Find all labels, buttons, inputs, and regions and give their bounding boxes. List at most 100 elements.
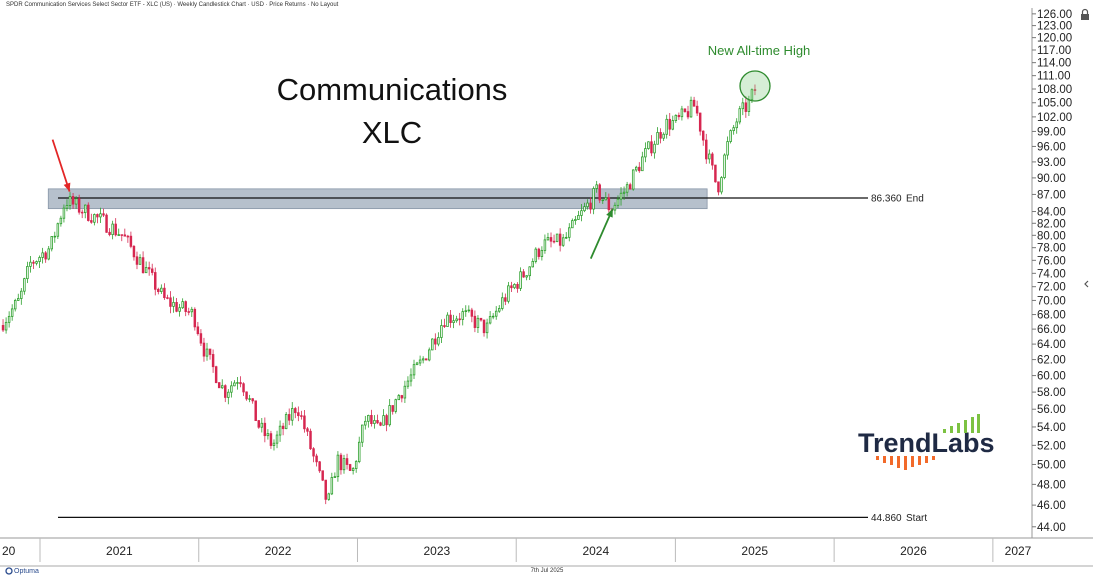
candle-body [528, 266, 531, 277]
hline-name-label: End [906, 194, 924, 205]
candle-body [638, 166, 641, 172]
candle-body [571, 220, 574, 229]
candle-body [498, 308, 501, 312]
candle-body [47, 248, 50, 260]
candle-body [522, 271, 525, 278]
candle-body [1, 325, 5, 331]
candle-body [163, 287, 166, 299]
candle-body [732, 127, 735, 132]
logo-bar [897, 456, 900, 468]
candle-body [607, 197, 611, 211]
candle-body [245, 391, 248, 400]
candle-body [266, 433, 270, 437]
optuma-logo-mark [5, 567, 13, 575]
candle-body [446, 314, 449, 327]
y-tick-label: 48.00 [1037, 479, 1066, 491]
candle-body [135, 256, 139, 265]
logo-bar [911, 456, 914, 467]
candle-body [726, 141, 729, 156]
hline-value-label: 44.860 [871, 513, 902, 524]
candle-body [35, 261, 38, 264]
y-tick-label: 108.00 [1037, 84, 1072, 96]
lock-icon[interactable] [1081, 8, 1089, 21]
logo-bar [918, 456, 921, 465]
candle-body [26, 266, 29, 280]
candle-body [385, 415, 388, 426]
candle-body [711, 153, 714, 166]
candle-body [485, 322, 489, 334]
candle-body [217, 382, 221, 389]
logo-bar [890, 456, 893, 465]
candle-body [172, 302, 175, 307]
candle-body [99, 213, 102, 218]
candle-body [260, 422, 264, 428]
candle-body [68, 196, 72, 206]
candle-body [513, 283, 516, 289]
candle-body [102, 213, 105, 216]
candle-body [193, 308, 197, 328]
logo-bar [971, 417, 974, 433]
candle-body [720, 177, 723, 193]
candle-body [391, 405, 394, 412]
y-tick-label: 80.00 [1037, 230, 1066, 242]
candle-body [698, 112, 702, 132]
y-tick-label: 72.00 [1037, 282, 1066, 294]
y-tick-label: 60.00 [1037, 371, 1066, 383]
candle-body [287, 414, 291, 421]
x-tick-label: 2022 [265, 544, 292, 558]
candle-body [650, 141, 653, 154]
candle-body [388, 405, 391, 426]
y-tick-label: 82.00 [1037, 218, 1066, 230]
y-tick-label: 50.00 [1037, 459, 1066, 471]
y-tick-label: 111.00 [1037, 71, 1070, 83]
candle-body [157, 288, 160, 292]
candle-body [494, 310, 498, 317]
y-tick-label: 78.00 [1037, 243, 1066, 255]
candle-body [154, 272, 157, 290]
candle-body [166, 297, 169, 299]
candle-body [574, 219, 577, 221]
candle-body [257, 420, 260, 428]
candle-body [440, 325, 443, 338]
candle-body [74, 198, 78, 205]
candle-body [744, 102, 748, 112]
chart-title-line-2: XLC [362, 115, 422, 150]
candle-body [87, 204, 90, 221]
candle-body [525, 275, 528, 278]
candle-body [272, 442, 276, 446]
trendlabs-logo-text: TrendLabs [858, 428, 995, 458]
candle-body [434, 338, 437, 345]
candle-body [351, 468, 355, 471]
y-tick-label: 96.00 [1037, 141, 1066, 153]
x-tick-label: 2024 [582, 544, 609, 558]
candle-body [284, 414, 288, 430]
candle-body [56, 223, 60, 237]
candle-body [84, 204, 87, 214]
candle-body [348, 464, 352, 471]
hline-value-label: 86.360 [871, 194, 902, 205]
candle-body [306, 428, 309, 432]
candle-body [77, 198, 81, 213]
candle-body [656, 132, 659, 145]
logo-bar [950, 426, 953, 433]
chevron-left-icon[interactable] [1084, 280, 1089, 288]
candle-body [668, 118, 671, 130]
candle-body [291, 408, 294, 421]
candle-body [342, 458, 346, 471]
candle-body [552, 240, 556, 243]
candle-body [449, 314, 452, 323]
y-tick-label: 120.00 [1037, 33, 1072, 45]
candle-body [412, 364, 416, 376]
candle-body [13, 300, 17, 310]
candle-body [701, 130, 705, 141]
candle-body [674, 114, 678, 121]
y-tick-label: 46.00 [1037, 500, 1066, 512]
candle-body [628, 184, 632, 190]
candle-body [205, 348, 209, 357]
candle-body [184, 301, 187, 312]
x-tick-label: 2026 [900, 544, 927, 558]
logo-bar [904, 456, 907, 470]
candle-body [187, 311, 190, 313]
candle-body [117, 234, 120, 236]
candle-body [692, 99, 696, 107]
